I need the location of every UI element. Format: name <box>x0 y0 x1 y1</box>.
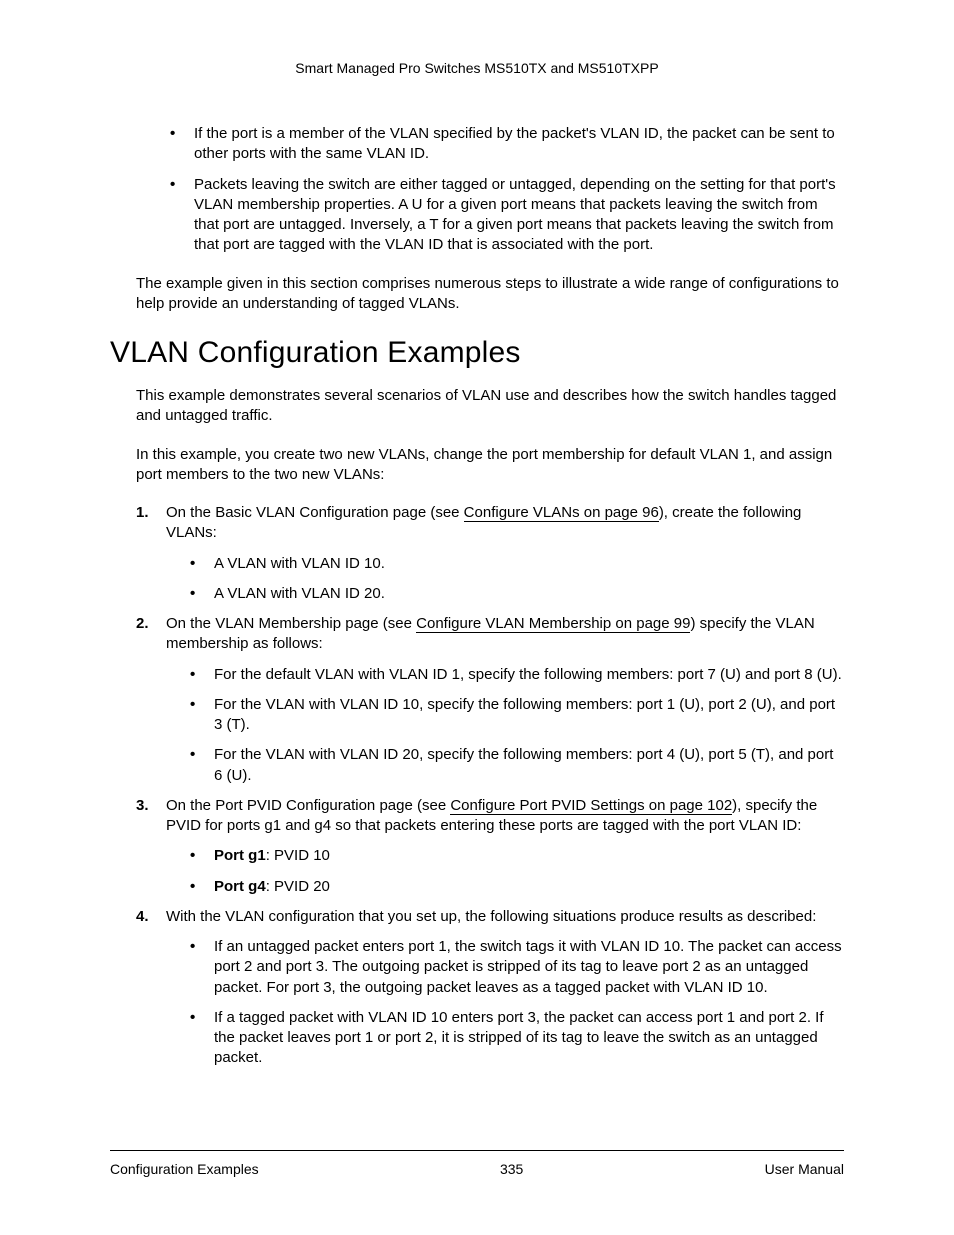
list-item: For the VLAN with VLAN ID 10, specify th… <box>190 695 844 736</box>
step-text-pre: On the VLAN Membership page (see <box>166 615 416 632</box>
step-3-bullets: Port g1: PVID 10 Port g4: PVID 20 <box>166 846 844 897</box>
list-item: A VLAN with VLAN ID 10. <box>190 554 844 574</box>
port-g1-label: Port g1 <box>214 847 266 864</box>
step-4-bullets: If an untagged packet enters port 1, the… <box>166 937 844 1069</box>
step-4: 4. With the VLAN configuration that you … <box>136 907 844 1069</box>
intro-paragraph: The example given in this section compri… <box>136 274 844 315</box>
footer-page-number: 335 <box>500 1161 523 1177</box>
configure-port-pvid-link[interactable]: Configure Port PVID Settings on page 102 <box>450 797 732 815</box>
configure-vlans-link[interactable]: Configure VLANs on page 96 <box>464 504 659 522</box>
port-g4-label: Port g4 <box>214 878 266 895</box>
page-footer: Configuration Examples 335 User Manual <box>110 1150 844 1177</box>
footer-left: Configuration Examples <box>110 1161 259 1177</box>
list-item: If a tagged packet with VLAN ID 10 enter… <box>190 1008 844 1069</box>
list-item: Port g4: PVID 20 <box>190 877 844 897</box>
list-item: Port g1: PVID 10 <box>190 846 844 866</box>
step-2: 2. On the VLAN Membership page (see Conf… <box>136 614 844 786</box>
list-item: If an untagged packet enters port 1, the… <box>190 937 844 998</box>
section-intro-2: In this example, you create two new VLAN… <box>136 445 844 486</box>
step-number: 2. <box>136 614 149 634</box>
intro-bullet-list: If the port is a member of the VLAN spec… <box>110 124 844 256</box>
configure-vlan-membership-link[interactable]: Configure VLAN Membership on page 99 <box>416 615 690 633</box>
step-1: 1. On the Basic VLAN Configuration page … <box>136 503 844 604</box>
numbered-steps: 1. On the Basic VLAN Configuration page … <box>136 503 844 1069</box>
footer-right: User Manual <box>765 1161 844 1177</box>
step-text-pre: On the Port PVID Configuration page (see <box>166 797 450 814</box>
list-item: For the VLAN with VLAN ID 20, specify th… <box>190 745 844 786</box>
step-3: 3. On the Port PVID Configuration page (… <box>136 796 844 897</box>
port-g1-value: : PVID 10 <box>266 847 330 864</box>
step-number: 4. <box>136 907 149 927</box>
page-header: Smart Managed Pro Switches MS510TX and M… <box>110 60 844 76</box>
list-item: A VLAN with VLAN ID 20. <box>190 584 844 604</box>
section-intro-1: This example demonstrates several scenar… <box>136 386 844 427</box>
step-text-pre: On the Basic VLAN Configuration page (se… <box>166 504 464 521</box>
step-text: With the VLAN configuration that you set… <box>166 908 816 925</box>
section-title: VLAN Configuration Examples <box>110 336 844 370</box>
step-1-bullets: A VLAN with VLAN ID 10. A VLAN with VLAN… <box>166 554 844 605</box>
step-number: 1. <box>136 503 149 523</box>
port-g4-value: : PVID 20 <box>266 878 330 895</box>
step-number: 3. <box>136 796 149 816</box>
list-item: If the port is a member of the VLAN spec… <box>170 124 844 165</box>
step-2-bullets: For the default VLAN with VLAN ID 1, spe… <box>166 665 844 786</box>
list-item: For the default VLAN with VLAN ID 1, spe… <box>190 665 844 685</box>
list-item: Packets leaving the switch are either ta… <box>170 175 844 256</box>
